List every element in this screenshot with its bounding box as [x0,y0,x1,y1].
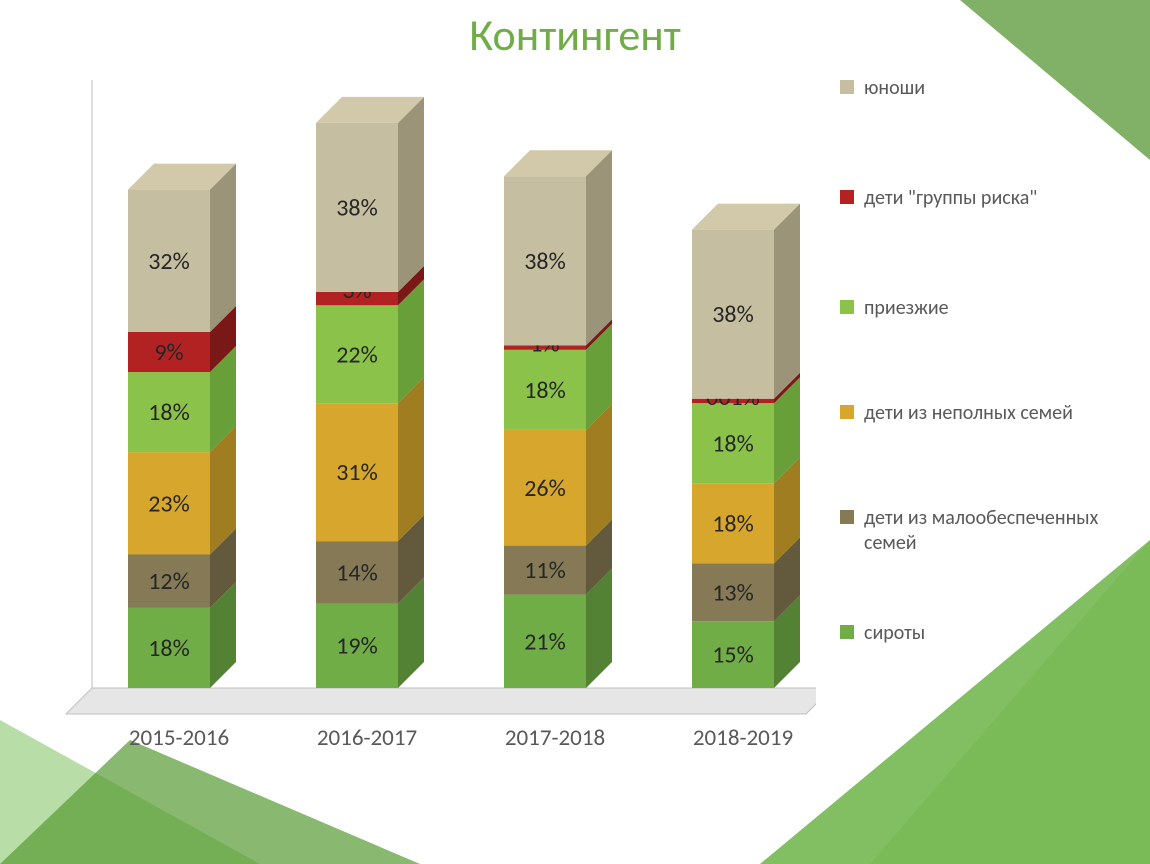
x-axis-label: 2017-2018 [485,724,625,752]
svg-text:18%: 18% [148,398,189,427]
svg-text:38%: 38% [712,300,753,329]
svg-text:18%: 18% [712,429,753,458]
legend-swatch [840,625,854,639]
legend-item: приезжие [840,296,1150,321]
x-axis-label: 2015-2016 [109,724,249,752]
svg-text:18%: 18% [524,376,565,405]
svg-text:11%: 11% [524,556,565,585]
svg-text:21%: 21% [524,627,565,656]
svg-text:26%: 26% [524,474,565,503]
chart-plot: 18%12%23%18%9%32%19%14%31%22%3%38%21%11%… [56,76,816,716]
contingent-chart: 18%12%23%18%9%32%19%14%31%22%3%38%21%11%… [56,76,816,716]
legend-swatch [840,405,854,419]
x-axis-label: 2016-2017 [297,724,437,752]
svg-text:14%: 14% [336,558,377,587]
legend-swatch [840,510,854,524]
svg-text:19%: 19% [336,632,377,661]
svg-text:38%: 38% [336,193,377,222]
svg-text:12%: 12% [148,567,189,596]
legend-label: юноши [864,76,925,101]
slide-title: Контингент [0,8,1150,62]
svg-text:9%: 9% [154,338,183,367]
legend-item: дети из малообеспеченных семей [840,506,1150,556]
legend-swatch [840,80,854,94]
svg-text:31%: 31% [336,458,377,487]
legend-item: сироты [840,621,1150,646]
legend-item: юноши [840,76,1150,101]
svg-text:38%: 38% [524,247,565,276]
legend-swatch [840,190,854,204]
legend-label: дети из малообеспеченных семей [864,506,1150,556]
svg-text:18%: 18% [148,634,189,663]
legend-item: дети из неполных семей [840,401,1150,426]
svg-text:13%: 13% [712,578,753,607]
svg-text:22%: 22% [336,340,377,369]
legend-item: дети "группы риска" [840,186,1150,211]
legend-label: приезжие [864,296,949,321]
legend-label: дети из неполных семей [864,401,1073,426]
svg-text:32%: 32% [148,247,189,276]
svg-text:18%: 18% [712,509,753,538]
svg-text:23%: 23% [148,489,189,518]
legend-label: сироты [864,621,925,646]
legend-swatch [840,300,854,314]
x-axis-label: 2018-2019 [673,724,813,752]
x-axis-labels: 2015-2016 2016-2017 2017-2018 2018-2019 [56,724,816,764]
legend-label: дети "группы риска" [864,186,1037,211]
svg-text:15%: 15% [712,641,753,670]
